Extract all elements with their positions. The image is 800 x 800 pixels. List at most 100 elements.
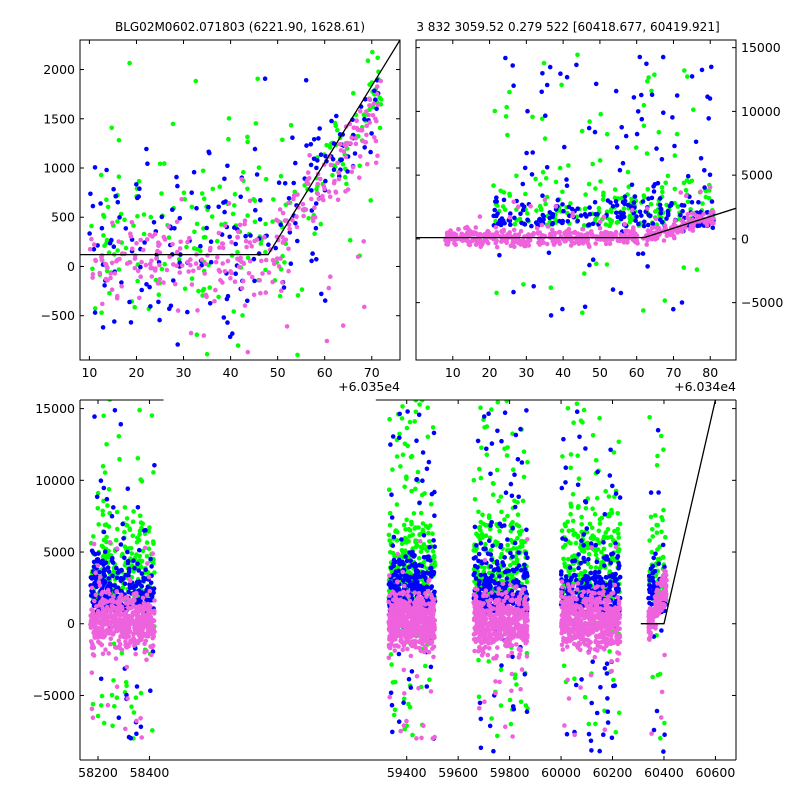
data-point — [412, 573, 418, 578]
data-point — [485, 228, 491, 234]
data-point — [510, 554, 515, 559]
data-point — [378, 78, 384, 84]
data-point — [145, 620, 151, 626]
data-point — [373, 116, 378, 122]
data-point — [304, 143, 309, 148]
data-point — [378, 97, 384, 102]
data-point — [194, 206, 199, 211]
data-point — [256, 165, 262, 170]
data-point — [218, 278, 223, 283]
data-point — [645, 206, 650, 211]
data-point — [103, 590, 109, 595]
data-point — [112, 615, 118, 621]
data-point — [650, 221, 656, 226]
data-point — [421, 542, 427, 547]
data-point — [568, 243, 574, 248]
data-point — [134, 552, 139, 557]
data-point — [563, 237, 569, 242]
data-point — [612, 195, 618, 201]
data-point — [114, 296, 120, 301]
data-point — [115, 199, 121, 205]
data-point — [232, 203, 237, 208]
data-point — [512, 675, 518, 681]
data-point — [404, 558, 410, 564]
data-point — [519, 460, 525, 465]
y-tick-label: 1500 — [43, 111, 75, 126]
data-point — [252, 278, 257, 284]
data-point — [510, 654, 515, 660]
data-point — [705, 94, 710, 99]
data-point — [683, 193, 689, 199]
data-point — [209, 214, 215, 219]
data-point — [495, 645, 500, 650]
data-point — [412, 526, 418, 531]
data-point — [90, 621, 95, 626]
data-point — [286, 246, 291, 252]
data-point — [134, 731, 139, 737]
data-point — [583, 212, 588, 218]
data-point — [548, 285, 554, 291]
axes-frame — [79, 39, 401, 361]
data-point — [122, 505, 128, 510]
data-point — [394, 538, 400, 543]
data-point — [505, 132, 510, 138]
data-point — [489, 520, 495, 525]
data-point — [691, 107, 696, 112]
data-point — [107, 291, 112, 296]
data-point — [156, 299, 161, 305]
data-point — [395, 551, 401, 557]
data-point — [678, 212, 683, 218]
data-point — [545, 241, 550, 247]
data-point — [287, 230, 293, 235]
data-point — [641, 308, 646, 313]
data-point — [512, 215, 517, 221]
data-point — [689, 200, 695, 205]
data-point — [414, 438, 419, 444]
data-point — [420, 527, 426, 533]
data-point — [390, 434, 396, 439]
data-point — [185, 259, 191, 265]
data-point — [357, 175, 362, 180]
data-point — [375, 55, 381, 61]
data-point — [313, 201, 319, 206]
data-point — [129, 220, 135, 225]
data-point — [276, 180, 282, 185]
data-point — [430, 601, 436, 607]
data-point — [426, 530, 431, 536]
data-point — [645, 79, 650, 84]
data-point — [284, 324, 290, 329]
data-point — [185, 309, 190, 315]
data-point — [175, 249, 180, 255]
data-point — [233, 271, 238, 277]
data-point — [523, 551, 529, 556]
data-point — [398, 614, 404, 620]
data-point — [557, 230, 562, 235]
data-point — [660, 54, 666, 60]
data-point — [357, 163, 363, 169]
data-point — [90, 272, 96, 277]
data-point — [280, 137, 285, 143]
data-point — [508, 721, 514, 727]
data-point — [598, 219, 603, 224]
data-point — [404, 425, 410, 431]
data-point — [557, 165, 563, 171]
data-point — [432, 513, 437, 518]
data-point — [487, 609, 492, 614]
data-point — [95, 563, 101, 568]
data-point — [353, 136, 359, 141]
data-point — [515, 500, 520, 505]
data-point — [191, 268, 196, 274]
data-point — [108, 271, 113, 276]
data-point — [126, 597, 131, 603]
data-point — [128, 234, 134, 239]
data-point — [111, 505, 116, 510]
data-point — [645, 238, 650, 243]
data-point — [604, 131, 610, 137]
data-point — [452, 241, 457, 246]
data-point — [143, 527, 148, 533]
data-point — [370, 113, 376, 118]
data-point — [138, 716, 143, 721]
data-point — [133, 621, 138, 627]
data-point — [432, 589, 437, 595]
data-point — [683, 187, 689, 193]
